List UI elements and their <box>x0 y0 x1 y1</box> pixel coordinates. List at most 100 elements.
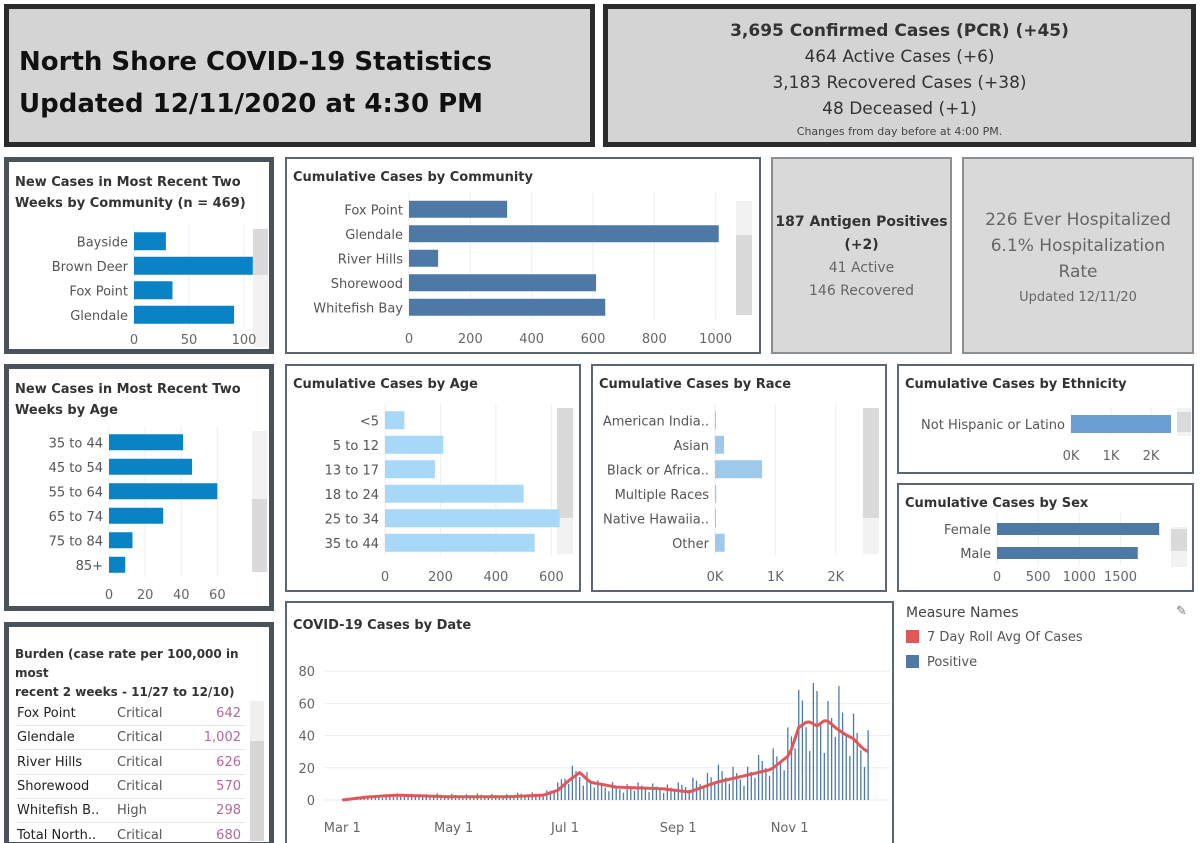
cum_ethnicity-scrollbar-thumb[interactable] <box>1177 412 1191 432</box>
hospital-updated: Updated 12/11/20 <box>1019 290 1137 305</box>
cum_race-scrollbar-thumb[interactable] <box>863 408 879 518</box>
bar-35-to-44[interactable] <box>385 533 535 552</box>
burden-row-shorewood[interactable]: Shorewood Critical 570 <box>17 774 245 799</box>
confirmed-cases: 3,695 Confirmed Cases (PCR) (+45) <box>730 21 1069 41</box>
bar-65-to-74[interactable] <box>109 507 164 524</box>
burden-row-total-north[interactable]: Total North.. Critical 680 <box>17 823 245 843</box>
bar-25-to-34[interactable] <box>385 509 560 528</box>
cum_sex-scrollbar-thumb[interactable] <box>1171 529 1187 551</box>
bar-shorewood[interactable] <box>409 274 597 292</box>
bar-13-to-17[interactable] <box>385 460 435 479</box>
bar-black-or-africa[interactable] <box>715 460 763 479</box>
bar-75-to-84[interactable] <box>109 532 133 549</box>
burden-row-river-hills[interactable]: River Hills Critical 626 <box>17 750 245 775</box>
positive-bar <box>838 686 840 800</box>
new_age-tick-label: 40 <box>173 588 190 603</box>
category-label-glendale: Glendale <box>70 309 128 324</box>
positive-bar <box>703 788 705 800</box>
cum_community-tick-label: 400 <box>519 332 544 347</box>
bar-glendale[interactable] <box>409 225 719 243</box>
positive-bar <box>787 727 789 800</box>
y-tick-label: 60 <box>298 697 315 712</box>
cum-sex-title: Cumulative Cases by Sex <box>905 496 1089 511</box>
bar-bayside[interactable] <box>134 232 166 251</box>
cum_community-scrollbar-thumb[interactable] <box>736 235 752 315</box>
positive-bar <box>564 778 566 800</box>
bar-not-hispanic-or-latino[interactable] <box>1071 415 1171 433</box>
cum-age-panel: Cumulative Cases by Age 0 200 400 600 <5 5 to… <box>285 364 581 592</box>
bar-whitefish-bay[interactable] <box>409 298 606 316</box>
cum_sex-tick-label: 1000 <box>1063 570 1096 585</box>
bar-native-hawaiia[interactable] <box>715 509 716 528</box>
positive-bar <box>429 795 431 800</box>
positive-bar <box>374 796 376 800</box>
burden-level: High <box>117 803 147 819</box>
category-label-85: 85+ <box>76 559 103 574</box>
positive-bar <box>652 783 654 800</box>
bar-5[interactable] <box>385 411 405 430</box>
positive-bar <box>765 767 767 800</box>
legend-item-positive[interactable]: Positive <box>906 655 977 670</box>
category-label-45-to-54: 45 to 54 <box>49 461 103 476</box>
positive-bar <box>776 756 778 800</box>
bar-multiple-races[interactable] <box>715 484 717 503</box>
cum_age-scrollbar-thumb[interactable] <box>557 408 573 518</box>
bar-5-to-12[interactable] <box>385 435 444 454</box>
cum_community-tick-label: 0 <box>405 332 413 347</box>
new_age-scrollbar-thumb[interactable] <box>252 499 267 572</box>
cum_sex-tick-label: 1500 <box>1104 570 1137 585</box>
cum_community-tick-label: 600 <box>581 332 606 347</box>
category-label-5-to-12: 5 to 12 <box>333 439 379 454</box>
bar-85[interactable] <box>109 556 126 573</box>
new_community-scrollbar-thumb[interactable] <box>253 229 268 275</box>
bar-35-to-44[interactable] <box>109 434 184 451</box>
x-tick-label: Sep 1 <box>660 821 697 836</box>
cum-race-panel: Cumulative Cases by Race 0K 1K 2K American … <box>591 364 887 592</box>
positive-bar <box>798 689 800 800</box>
new_age-tick-label: 20 <box>137 588 154 603</box>
bar-55-to-64[interactable] <box>109 483 218 500</box>
bar-asian[interactable] <box>715 435 725 454</box>
bar-fox-point[interactable] <box>134 281 173 300</box>
positive-bar <box>589 780 592 800</box>
pencil-icon[interactable]: ✎ <box>1176 604 1187 619</box>
new-cases-community-panel: New Cases in Most Recent Two Weeks by Co… <box>4 157 274 354</box>
bar-female[interactable] <box>997 523 1160 535</box>
positive-bar <box>633 790 636 800</box>
category-label-55-to-64: 55 to 64 <box>49 485 103 500</box>
bar-male[interactable] <box>997 547 1138 559</box>
bar-other[interactable] <box>715 533 725 552</box>
new_age-tick-label: 0 <box>105 588 113 603</box>
category-label-5: <5 <box>360 414 379 429</box>
burden-row-fox-point[interactable]: Fox Point Critical 642 <box>17 702 245 726</box>
category-label-75-to-84: 75 to 84 <box>49 534 103 549</box>
category-label-black-or-africa: Black or Africa.. <box>607 463 709 478</box>
positive-bar <box>845 736 847 800</box>
bar-45-to-54[interactable] <box>109 458 193 475</box>
cum_community-tick-label: 200 <box>458 332 483 347</box>
bar-fox-point[interactable] <box>409 200 508 218</box>
legend-item-roll-avg[interactable]: 7 Day Roll Avg Of Cases <box>906 630 1083 645</box>
burden-scrollbar-thumb[interactable] <box>250 741 264 841</box>
burden-row-whitefish-b[interactable]: Whitefish B.. High 298 <box>17 799 245 824</box>
new-cases-age-title: New Cases in Most Recent Two Weeks by Ag… <box>15 382 241 418</box>
burden-row-glendale[interactable]: Glendale Critical 1,002 <box>17 726 245 751</box>
bar-american-india[interactable] <box>715 411 716 430</box>
positive-bar <box>626 784 628 800</box>
bar-glendale[interactable] <box>134 305 235 324</box>
cum_ethnicity-tick-label: 1K <box>1103 449 1120 464</box>
cum-race-title: Cumulative Cases by Race <box>599 377 792 392</box>
category-label-other: Other <box>672 537 710 552</box>
positive-bar <box>699 784 701 800</box>
positive-bar <box>692 777 694 800</box>
positive-bar <box>823 753 825 800</box>
bar-brown-deer[interactable] <box>134 256 253 275</box>
x-tick-label: Mar 1 <box>324 821 361 836</box>
cum-sex-panel: Cumulative Cases by Sex 0 500 1000 1500 Fema… <box>897 483 1194 592</box>
positive-bar <box>615 785 617 800</box>
category-label-18-to-24: 18 to 24 <box>325 488 379 503</box>
positive-bar <box>849 755 851 800</box>
bar-river-hills[interactable] <box>409 249 439 267</box>
bar-18-to-24[interactable] <box>385 484 524 503</box>
positive-bar <box>816 690 818 800</box>
